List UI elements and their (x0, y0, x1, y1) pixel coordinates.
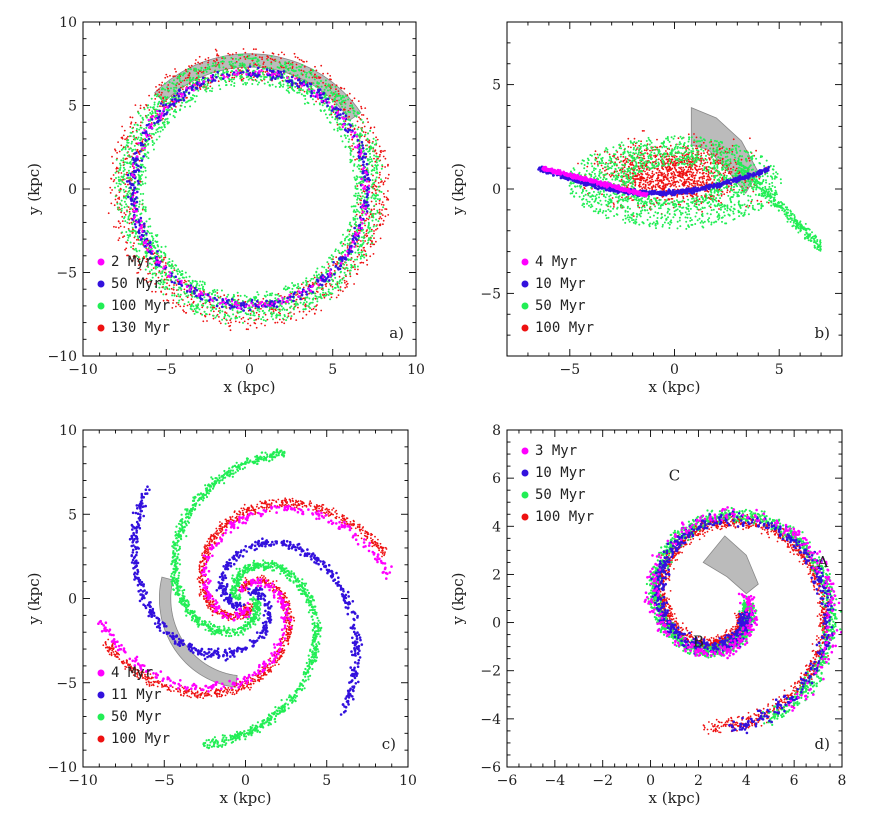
legend-marker (98, 714, 105, 721)
y-tick-label: 0 (68, 182, 77, 198)
x-tick-label: −5 (559, 362, 580, 378)
y-axis-label: y (kpc) (25, 163, 43, 216)
x-tick-label: 6 (790, 773, 799, 789)
x-axis-label: x (kpc) (648, 378, 700, 396)
legend-entry: 2 Myr (111, 254, 153, 270)
plot-area (97, 448, 393, 749)
annotation-C: C (669, 467, 680, 485)
legend-marker (522, 325, 529, 332)
legend-marker (98, 259, 105, 266)
legend-marker (522, 470, 529, 477)
legend-entry: 100 Myr (111, 298, 170, 314)
legend-marker (522, 281, 529, 288)
y-tick-label: 0 (68, 592, 77, 608)
grey-wedge (703, 536, 758, 594)
panel-letter: d) (815, 735, 830, 753)
legend-entry: 50 Myr (535, 298, 586, 314)
legend-entry: 11 Myr (111, 687, 162, 703)
legend-marker (522, 492, 529, 499)
panel-letter: a) (389, 324, 404, 342)
annotation-B: B (693, 633, 704, 651)
y-tick-label: −5 (480, 286, 501, 302)
y-tick-label: −4 (480, 712, 501, 728)
y-axis-label: y (kpc) (449, 572, 467, 625)
legend-entry: 10 Myr (535, 276, 586, 292)
y-tick-label: 5 (68, 99, 77, 115)
legend-entry: 130 Myr (111, 320, 170, 336)
legend-marker (98, 325, 105, 332)
y-tick-label: 0 (492, 616, 501, 632)
y-tick-label: 5 (492, 78, 501, 94)
legend-entry: 100 Myr (535, 509, 594, 525)
particle-group (170, 448, 322, 749)
y-tick-label: 2 (492, 567, 501, 583)
legend-marker (98, 281, 105, 288)
x-tick-label: 8 (838, 773, 847, 789)
x-tick-label: −5 (154, 773, 175, 789)
y-tick-label: 10 (59, 423, 77, 439)
y-tick-label: −10 (47, 349, 77, 365)
panel-letter: c) (382, 735, 396, 753)
x-tick-label: 0 (670, 362, 679, 378)
x-axis-label: x (kpc) (223, 378, 275, 396)
x-tick-label: −4 (545, 773, 566, 789)
y-tick-label: −5 (56, 266, 77, 282)
y-tick-label: −5 (56, 676, 77, 692)
legend-entry: 50 Myr (111, 709, 162, 725)
legend-marker (522, 514, 529, 521)
y-tick-label: 8 (492, 423, 501, 439)
y-tick-label: −6 (480, 760, 501, 776)
x-tick-label: 10 (407, 362, 425, 378)
legend-marker (98, 736, 105, 743)
panel-2: −5 0 5 −5 0 5 x (kpc) y (kpc) 4 Myr 10 Myr 50 Myr 1… (449, 22, 842, 396)
plot-area (644, 506, 843, 735)
legend-entry: 50 Myr (111, 276, 162, 292)
y-tick-label: −10 (47, 760, 77, 776)
x-tick-label: 10 (399, 773, 417, 789)
y-tick-label: −2 (480, 664, 501, 680)
x-tick-label: −2 (592, 773, 613, 789)
legend-entry: 50 Myr (535, 487, 586, 503)
legend-marker (98, 692, 105, 699)
annotation-A: A (816, 553, 828, 571)
legend-marker (98, 670, 105, 677)
legend-entry: 4 Myr (111, 665, 153, 681)
x-tick-label: 2 (694, 773, 703, 789)
y-tick-label: 4 (492, 519, 501, 535)
y-axis-label: y (kpc) (449, 163, 467, 216)
x-tick-label: 0 (241, 773, 250, 789)
panel-letter: b) (815, 324, 830, 342)
legend-entry: 3 Myr (535, 443, 577, 459)
legend-marker (522, 303, 529, 310)
x-tick-label: −5 (156, 362, 177, 378)
legend-marker (98, 303, 105, 310)
x-tick-label: 5 (322, 773, 331, 789)
x-axis-label: x (kpc) (219, 789, 271, 807)
legend-entry: 10 Myr (535, 465, 586, 481)
x-tick-label: 4 (742, 773, 751, 789)
legend-entry: 4 Myr (535, 254, 577, 270)
legend-entry: 100 Myr (535, 320, 594, 336)
y-tick-label: 6 (492, 471, 501, 487)
plot-area (537, 108, 822, 252)
legend-entry: 100 Myr (111, 731, 170, 747)
x-axis-label: x (kpc) (648, 789, 700, 807)
x-tick-label: 0 (245, 362, 254, 378)
x-tick-label: 5 (328, 362, 337, 378)
y-tick-label: 0 (492, 182, 501, 198)
legend-marker (522, 259, 529, 266)
y-axis-label: y (kpc) (25, 572, 43, 625)
x-tick-label: 0 (646, 773, 655, 789)
x-tick-label: 5 (775, 362, 784, 378)
y-tick-label: 5 (68, 507, 77, 523)
y-tick-label: 10 (59, 15, 77, 31)
legend-marker (522, 448, 529, 455)
